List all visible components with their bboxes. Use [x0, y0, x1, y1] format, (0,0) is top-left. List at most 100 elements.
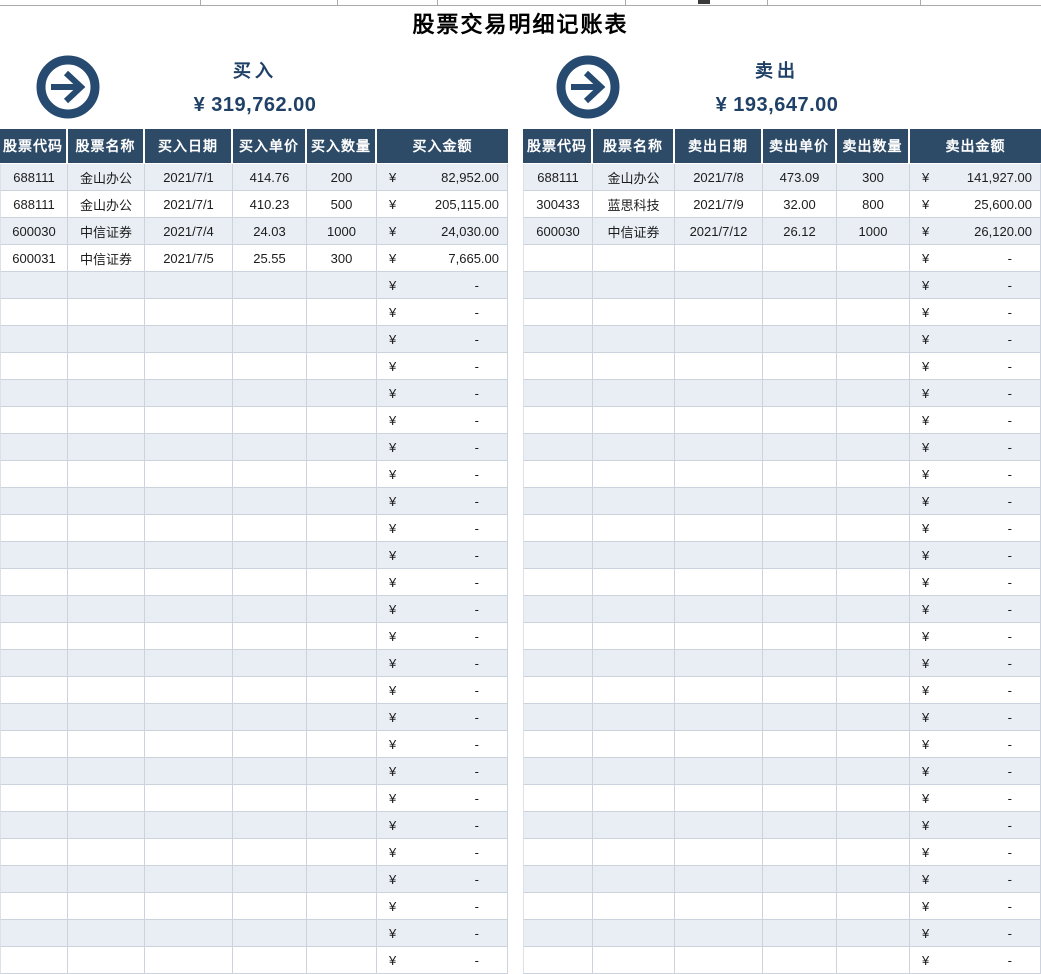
cell-stock-name[interactable] [593, 434, 675, 461]
cell-stock-name[interactable] [68, 839, 145, 866]
cell-stock-code[interactable] [0, 353, 68, 380]
cell-stock-name[interactable] [593, 893, 675, 920]
cell-date[interactable] [145, 866, 233, 893]
cell-stock-code[interactable] [523, 407, 593, 434]
cell-quantity[interactable] [307, 353, 377, 380]
cell-quantity[interactable] [837, 623, 910, 650]
cell-quantity[interactable] [307, 920, 377, 947]
cell-stock-code[interactable] [0, 623, 68, 650]
cell-stock-code[interactable] [523, 758, 593, 785]
cell-unit-price[interactable] [233, 407, 307, 434]
cell-unit-price[interactable] [233, 272, 307, 299]
cell-stock-code[interactable] [523, 785, 593, 812]
cell-stock-code[interactable] [523, 434, 593, 461]
cell-stock-name[interactable] [593, 326, 675, 353]
cell-quantity[interactable] [837, 326, 910, 353]
cell-stock-code[interactable] [523, 272, 593, 299]
cell-amount[interactable]: ¥24,030.00 [377, 218, 508, 245]
cell-stock-name[interactable] [593, 920, 675, 947]
cell-amount[interactable]: ¥ - [910, 947, 1041, 974]
cell-date[interactable] [675, 569, 763, 596]
cell-date[interactable] [675, 812, 763, 839]
cell-stock-name[interactable] [593, 758, 675, 785]
cell-unit-price[interactable] [233, 623, 307, 650]
cell-date[interactable] [675, 704, 763, 731]
cell-stock-code[interactable] [0, 380, 68, 407]
cell-quantity[interactable] [307, 299, 377, 326]
cell-amount[interactable]: ¥26,120.00 [910, 218, 1041, 245]
column-header[interactable]: 卖出日期 [675, 129, 763, 163]
cell-date[interactable] [145, 380, 233, 407]
cell-amount[interactable]: ¥ - [910, 353, 1041, 380]
cell-amount[interactable]: ¥ - [377, 326, 508, 353]
cell-stock-name[interactable]: 中信证券 [593, 218, 675, 245]
cell-quantity[interactable] [837, 380, 910, 407]
column-header[interactable]: 卖出金额 [945, 138, 1006, 154]
cell-date[interactable] [145, 947, 233, 974]
cell-quantity[interactable] [837, 839, 910, 866]
cell-amount[interactable]: ¥ - [377, 677, 508, 704]
cell-stock-name[interactable] [68, 866, 145, 893]
cell-amount[interactable]: ¥ - [377, 596, 508, 623]
cell-amount[interactable]: ¥ - [910, 677, 1041, 704]
cell-stock-name[interactable] [68, 569, 145, 596]
cell-unit-price[interactable]: 32.00 [763, 191, 837, 218]
cell-quantity[interactable]: 500 [307, 191, 377, 218]
cell-date[interactable] [145, 569, 233, 596]
cell-amount[interactable]: ¥ - [910, 839, 1041, 866]
cell-date[interactable] [145, 515, 233, 542]
cell-unit-price[interactable] [233, 812, 307, 839]
cell-quantity[interactable]: 1000 [837, 218, 910, 245]
column-header[interactable]: 股票代码 [0, 129, 68, 163]
cell-quantity[interactable] [837, 785, 910, 812]
cell-quantity[interactable]: 1000 [307, 218, 377, 245]
cell-unit-price[interactable] [233, 650, 307, 677]
cell-unit-price[interactable] [233, 866, 307, 893]
cell-stock-name[interactable] [593, 245, 675, 272]
cell-stock-code[interactable]: 688111 [523, 164, 593, 191]
cell-date[interactable] [675, 785, 763, 812]
cell-unit-price[interactable] [233, 839, 307, 866]
cell-stock-name[interactable] [68, 353, 145, 380]
cell-unit-price[interactable] [763, 947, 837, 974]
cell-amount[interactable]: ¥ - [910, 245, 1041, 272]
cell-quantity[interactable] [307, 326, 377, 353]
cell-stock-name[interactable] [593, 380, 675, 407]
cell-stock-name[interactable] [68, 272, 145, 299]
cell-stock-name[interactable] [593, 839, 675, 866]
cell-unit-price[interactable] [233, 542, 307, 569]
cell-amount[interactable]: ¥ - [910, 893, 1041, 920]
cell-stock-code[interactable] [523, 704, 593, 731]
cell-date[interactable] [145, 812, 233, 839]
cell-date[interactable]: 2021/7/4 [145, 218, 233, 245]
cell-quantity[interactable] [307, 272, 377, 299]
cell-stock-code[interactable]: 300433 [523, 191, 593, 218]
cell-date[interactable] [145, 677, 233, 704]
cell-stock-name[interactable] [593, 812, 675, 839]
cell-date[interactable] [145, 839, 233, 866]
cell-unit-price[interactable] [763, 488, 837, 515]
cell-unit-price[interactable] [763, 326, 837, 353]
cell-stock-name[interactable] [593, 353, 675, 380]
cell-amount[interactable]: ¥ - [910, 272, 1041, 299]
cell-stock-code[interactable] [0, 461, 68, 488]
cell-unit-price[interactable] [233, 785, 307, 812]
cell-quantity[interactable] [837, 407, 910, 434]
cell-unit-price[interactable] [763, 893, 837, 920]
cell-amount[interactable]: ¥ - [377, 569, 508, 596]
cell-date[interactable] [675, 353, 763, 380]
cell-quantity[interactable] [307, 461, 377, 488]
cell-unit-price[interactable] [233, 596, 307, 623]
cell-stock-code[interactable] [0, 650, 68, 677]
cell-unit-price[interactable] [233, 488, 307, 515]
cell-unit-price[interactable] [763, 407, 837, 434]
column-header[interactable]: 买入金额 [412, 138, 473, 154]
cell-stock-name[interactable] [68, 947, 145, 974]
cell-stock-code[interactable] [523, 488, 593, 515]
cell-date[interactable] [675, 866, 763, 893]
cell-unit-price[interactable] [763, 704, 837, 731]
cell-stock-name[interactable] [68, 920, 145, 947]
cell-date[interactable] [675, 758, 763, 785]
cell-stock-code[interactable] [523, 893, 593, 920]
cell-stock-code[interactable] [523, 866, 593, 893]
